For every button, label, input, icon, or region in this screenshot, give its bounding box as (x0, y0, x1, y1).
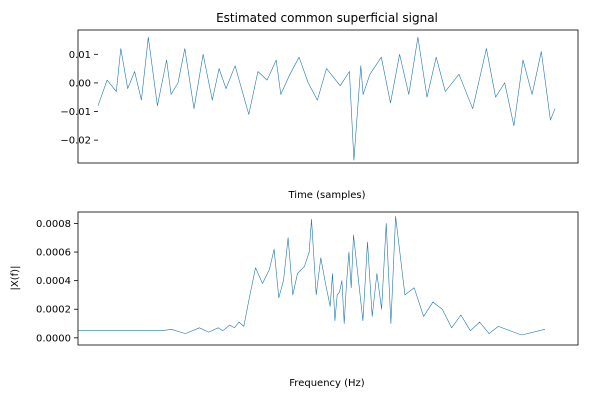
top-signal-line (97, 36, 556, 161)
y-tick-label: 0.0004 (36, 276, 71, 287)
y-tick-label: 0.0002 (36, 305, 71, 316)
y-tick-label: 0.01 (69, 50, 91, 61)
top-chart-title: Estimated common superficial signal (216, 11, 438, 25)
bottom-y-axis: 0.0000 0.0002 0.0004 0.0006 0.0008 (36, 219, 78, 344)
top-y-axis: −0.02 −0.01 0.00 0.01 (60, 50, 98, 147)
bottom-spectrum-line (78, 216, 546, 336)
bottom-y-axis-label: |X(f)| (10, 266, 21, 291)
bottom-x-axis-label: Frequency (Hz) (289, 378, 365, 389)
y-tick-label: 0.0006 (36, 248, 71, 259)
y-tick-label: 0.0008 (36, 219, 71, 230)
top-x-axis-label: Time (samples) (287, 190, 365, 201)
top-plot-frame (77, 29, 579, 164)
bottom-panel: 0.0000 0.0002 0.0004 0.0006 0.0008 |X(f)| Fr… (10, 211, 579, 389)
y-tick-label: 0.0000 (36, 333, 71, 344)
bottom-plot-frame (77, 211, 579, 346)
y-tick-label: −0.01 (60, 107, 91, 118)
y-tick-label: 0.00 (69, 78, 91, 89)
top-panel: Estimated common superficial signal −0.0… (60, 11, 579, 201)
y-tick-label: −0.02 (60, 136, 91, 147)
